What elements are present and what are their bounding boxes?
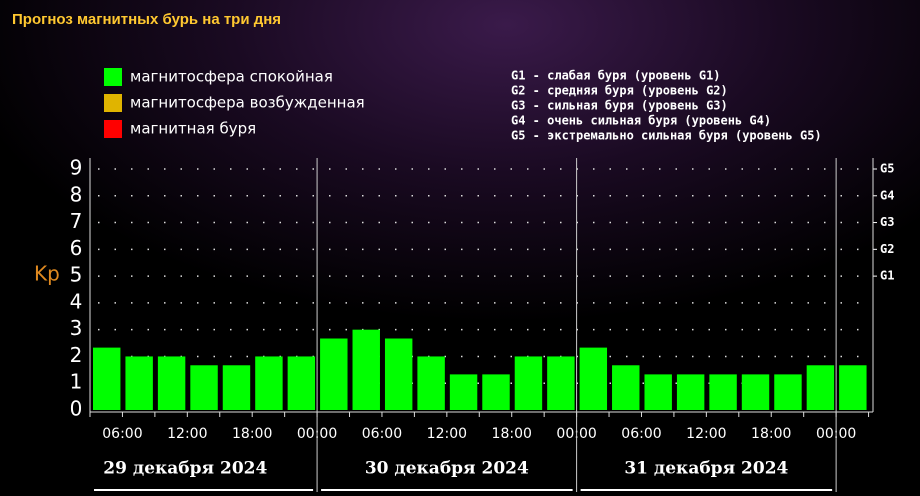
x-tick-label: 06:00 (102, 426, 142, 442)
x-tick-label: 18:00 (751, 426, 791, 442)
y-axis-label: Kp (34, 262, 60, 286)
bar (93, 347, 121, 410)
x-tick-label: 12:00 (427, 426, 467, 442)
x-tick-label: 12:00 (167, 426, 207, 442)
y-tick-label: 9 (70, 156, 83, 180)
bar (222, 365, 251, 410)
g-scale-note: G3 - сильная буря (уровень G3) (511, 99, 728, 113)
y-tick-label: 5 (70, 263, 83, 287)
bar (839, 365, 867, 410)
g-scale-note: G5 - экстремально сильная буря (уровень … (511, 129, 822, 143)
title: Прогноз магнитных бурь на три дня (12, 11, 281, 28)
y2-tick-label: G5 (880, 162, 894, 176)
bar (514, 356, 543, 410)
bar (579, 347, 608, 410)
legend-swatch (104, 120, 122, 138)
y-tick-label: 6 (70, 236, 83, 260)
bar (806, 365, 835, 410)
bar (157, 356, 186, 410)
legend-label: магнитосфера спокойная (130, 68, 333, 86)
bar (417, 356, 445, 410)
bar (774, 374, 802, 410)
bar (287, 356, 316, 410)
bar (741, 374, 770, 410)
bar (612, 365, 640, 410)
y2-tick-label: G2 (880, 242, 894, 256)
bar (384, 338, 413, 410)
bar (125, 356, 153, 410)
bar (190, 365, 218, 410)
bar (644, 374, 672, 410)
y-tick-label: 7 (70, 209, 83, 233)
bar (676, 374, 705, 410)
x-tick-label: 18:00 (232, 426, 272, 442)
day-label: 31 декабря 2024 (624, 459, 788, 479)
g-scale-note: G2 - средняя буря (уровень G2) (511, 84, 728, 98)
bar (547, 356, 575, 410)
x-tick-label: 12:00 (686, 426, 726, 442)
legend-label: магнитная буря (130, 120, 256, 138)
y2-tick-label: G3 (880, 215, 894, 229)
bar (709, 374, 737, 410)
y-tick-label: 8 (70, 182, 83, 206)
day-label: 30 декабря 2024 (365, 459, 529, 479)
x-tick-label: 06:00 (362, 426, 402, 442)
y-tick-label: 0 (70, 397, 83, 421)
x-tick-label: 18:00 (492, 426, 532, 442)
bar (352, 329, 380, 410)
y-tick-label: 2 (70, 343, 83, 367)
y2-tick-label: G4 (880, 188, 894, 202)
bar (320, 338, 348, 410)
bar (255, 356, 283, 410)
legend-swatch (104, 94, 122, 112)
y2-tick-label: G1 (880, 269, 894, 283)
legend-swatch (104, 68, 122, 86)
bar (482, 374, 510, 410)
legend-label: магнитосфера возбужденная (130, 94, 365, 112)
y-tick-label: 1 (70, 370, 83, 394)
g-scale-note: G4 - очень сильная буря (уровень G4) (511, 114, 771, 128)
y-tick-label: 3 (70, 316, 83, 340)
x-tick-label: 06:00 (621, 426, 661, 442)
day-label: 29 декабря 2024 (103, 459, 267, 479)
g-scale-note: G1 - слабая буря (уровень G1) (511, 69, 721, 83)
bar (449, 374, 478, 410)
y-tick-label: 4 (70, 289, 83, 313)
